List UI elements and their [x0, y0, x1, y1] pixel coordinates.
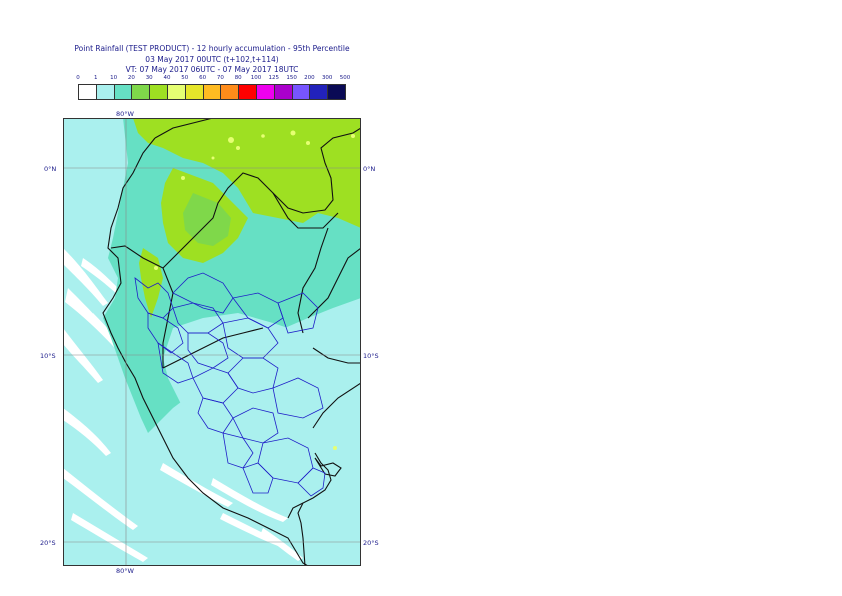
colorbar-tick-label: 70 [216, 75, 224, 81]
colorbar-tick-label: 40 [163, 75, 171, 81]
colorbar-tick-label: 500 [339, 75, 351, 81]
land-light [163, 313, 361, 488]
colorbar-tick-label: 125 [268, 75, 280, 81]
validity-time: VT: 07 May 2017 06UTC - 07 May 2017 18UT… [125, 65, 299, 74]
colorbar-swatch [149, 84, 168, 100]
colorbar-swatch [273, 84, 293, 100]
colorbar-swatch [202, 84, 222, 100]
run-time: 03 May 2017 00UTC (t+102,t+114) [145, 55, 279, 64]
green-zone [133, 118, 361, 228]
lat-label-20-left: 20°S [40, 539, 56, 547]
colorbar-tick-label: 20 [127, 75, 135, 81]
graticule [63, 118, 361, 566]
colorbar-swatch [95, 84, 115, 100]
lon-label-bottom: 80°W [116, 567, 134, 575]
lat-label-10-right: 10°S [363, 352, 379, 360]
colorbar-swatch [327, 84, 346, 100]
dry-streaks [63, 248, 303, 562]
green-east [303, 126, 361, 178]
colorbar-tick-label: 30 [145, 75, 153, 81]
colorbar-tick-label: 10 [110, 75, 118, 81]
lat-label-0-left: 0°N [44, 165, 57, 173]
colorbar-swatch [113, 84, 133, 100]
colorbar-tick-label: 60 [199, 75, 207, 81]
colorbar-tick-label: 200 [304, 75, 315, 81]
colorbar-tick-label: 50 [181, 75, 189, 81]
colorbar-swatch [78, 84, 97, 100]
colorbar-tick-label: 300 [321, 75, 333, 81]
map-title: Point Rainfall (TEST PRODUCT) - 12 hourl… [74, 44, 350, 53]
colorbar-swatch [184, 84, 204, 100]
colorbar-tick-label: 100 [250, 75, 262, 81]
colorbar-swatch [167, 84, 186, 100]
olive-zone [183, 193, 231, 246]
admin-regions [134, 272, 326, 497]
colorbar-tick-label: 1 [94, 75, 98, 81]
colorbar-tick-label: 80 [234, 75, 242, 81]
colorbar-tick-label: 150 [286, 75, 297, 81]
heavy-rain-spots [154, 130, 355, 450]
lon-label-top: 80°W [116, 110, 134, 118]
colorbar-swatch [238, 84, 257, 100]
colorbar-swatch [291, 84, 311, 100]
colorbar-swatch [131, 84, 151, 100]
lat-label-20-right: 20°S [363, 539, 379, 547]
colorbar-swatch [309, 84, 329, 100]
colorbar-swatch [256, 84, 275, 100]
colorbar-swatch [220, 84, 240, 100]
country-borders [102, 118, 361, 566]
rainfall-map [63, 118, 361, 566]
colorbar-tick-label: 0 [76, 75, 80, 81]
lat-label-0-right: 0°N [363, 165, 376, 173]
lat-label-10-left: 10°S [40, 352, 56, 360]
